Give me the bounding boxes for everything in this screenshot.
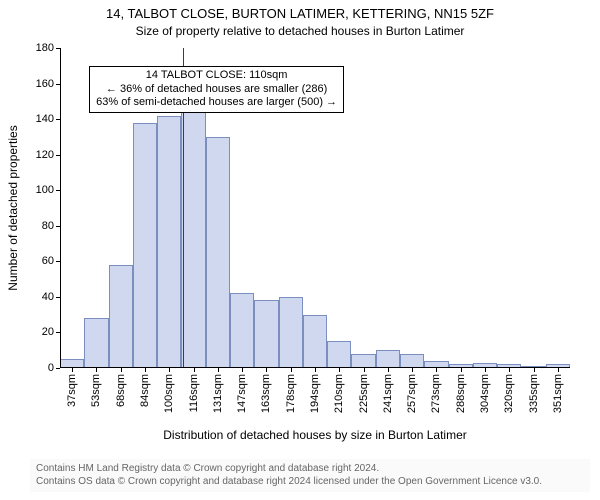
histogram-bar [157, 116, 181, 368]
y-tick-label: 40 [42, 291, 54, 303]
x-tick-mark [412, 368, 413, 372]
annotation-box: 14 TALBOT CLOSE: 110sqm ← 36% of detache… [89, 66, 344, 113]
histogram-bar [181, 107, 205, 368]
x-axis-label: Distribution of detached houses by size … [60, 428, 570, 442]
x-tick-label: 163sqm [260, 374, 272, 413]
x-tick-mark [291, 368, 292, 372]
x-tick-label: 351sqm [552, 374, 564, 413]
histogram-bar [84, 318, 108, 368]
x-tick-mark [169, 368, 170, 372]
x-tick-mark [242, 368, 243, 372]
histogram-bar [230, 293, 254, 368]
histogram-bar [109, 265, 133, 368]
x-tick-label: 273sqm [430, 374, 442, 413]
x-tick-mark [339, 368, 340, 372]
x-tick-mark [218, 368, 219, 372]
histogram-bar [327, 341, 351, 368]
footer-line-2: Contains OS data © Crown copyright and d… [36, 476, 584, 489]
x-tick-label: 335sqm [528, 374, 540, 413]
x-tick-mark [266, 368, 267, 372]
x-tick-mark [364, 368, 365, 372]
chart-plot-area: 02040608010012014016018037sqm53sqm68sqm8… [60, 48, 570, 368]
y-axis-line [60, 48, 61, 368]
chart-title: 14, TALBOT CLOSE, BURTON LATIMER, KETTER… [0, 6, 600, 21]
x-tick-label: 241sqm [382, 374, 394, 413]
x-tick-label: 116sqm [188, 374, 200, 412]
histogram-bar [133, 123, 157, 368]
histogram-bar [206, 137, 230, 368]
x-tick-mark [461, 368, 462, 372]
footer-line-1: Contains HM Land Registry data © Crown c… [36, 463, 584, 476]
x-tick-mark [485, 368, 486, 372]
x-tick-label: 100sqm [163, 374, 175, 413]
x-tick-label: 178sqm [285, 374, 297, 413]
y-tick-label: 60 [42, 255, 54, 267]
y-tick-label: 100 [36, 184, 54, 196]
y-tick-label: 180 [36, 42, 54, 54]
histogram-bar [351, 354, 375, 368]
x-tick-label: 288sqm [455, 374, 467, 413]
histogram-bar [254, 300, 278, 368]
x-tick-label: 194sqm [309, 374, 321, 413]
x-tick-label: 210sqm [333, 374, 345, 413]
x-tick-mark [315, 368, 316, 372]
y-tick-label: 160 [36, 78, 54, 90]
x-tick-mark [436, 368, 437, 372]
y-tick-mark [56, 368, 60, 369]
x-tick-mark [388, 368, 389, 372]
histogram-bar [376, 350, 400, 368]
chart-subtitle: Size of property relative to detached ho… [0, 24, 600, 38]
x-tick-label: 225sqm [358, 374, 370, 413]
x-tick-label: 84sqm [139, 374, 151, 407]
x-tick-mark [558, 368, 559, 372]
x-tick-label: 131sqm [212, 374, 224, 413]
x-tick-mark [145, 368, 146, 372]
x-tick-label: 320sqm [503, 374, 515, 413]
annotation-line-1: 14 TALBOT CLOSE: 110sqm [96, 69, 337, 83]
y-tick-label: 20 [42, 326, 54, 338]
y-axis-label: Number of detached properties [6, 48, 26, 368]
y-tick-label: 80 [42, 220, 54, 232]
footer-attribution: Contains HM Land Registry data © Crown c… [30, 459, 590, 492]
chart-container: 14, TALBOT CLOSE, BURTON LATIMER, KETTER… [0, 0, 600, 500]
x-tick-label: 257sqm [406, 374, 418, 413]
x-tick-mark [72, 368, 73, 372]
y-tick-label: 0 [48, 362, 54, 374]
x-tick-label: 53sqm [90, 374, 102, 407]
x-tick-mark [509, 368, 510, 372]
y-tick-label: 120 [36, 149, 54, 161]
x-tick-mark [121, 368, 122, 372]
histogram-bar [279, 297, 303, 368]
x-tick-label: 304sqm [479, 374, 491, 413]
y-tick-label: 140 [36, 113, 54, 125]
x-tick-label: 147sqm [236, 374, 248, 413]
annotation-line-3: 63% of semi-detached houses are larger (… [96, 96, 337, 110]
annotation-line-2: ← 36% of detached houses are smaller (28… [96, 83, 337, 97]
x-tick-mark [194, 368, 195, 372]
x-axis-line [60, 367, 570, 368]
histogram-bar [400, 354, 424, 368]
x-tick-label: 37sqm [66, 374, 78, 407]
x-tick-mark [534, 368, 535, 372]
x-tick-label: 68sqm [115, 374, 127, 407]
x-tick-mark [96, 368, 97, 372]
histogram-bar [303, 315, 327, 368]
